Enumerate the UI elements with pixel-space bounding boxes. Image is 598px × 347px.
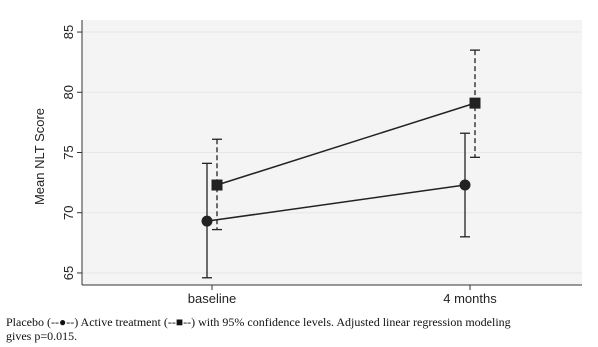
y-tick-label: 80 [61,85,76,99]
series-line [206,184,466,222]
series-layer [201,49,481,279]
y-tick-label: 65 [61,266,76,280]
caption-line-2: gives p=0.015. [6,329,78,343]
gridlines [82,31,582,274]
y-tick-label: 85 [61,25,76,39]
caption-line-1: Placebo (--●--) Active treatment (--■--)… [6,315,511,329]
y-tick-label: 70 [61,205,76,219]
data-point [459,179,471,191]
x-tick-label: baseline [188,291,236,306]
axes: 65 70 75 80 85 baseline 4 months [61,20,582,306]
x-tick-label: 4 months [443,291,497,306]
chart: 65 70 75 80 85 baseline 4 months Mean NLT Scor… [32,20,582,306]
data-point [201,215,213,227]
data-point [469,97,481,109]
data-point [211,179,223,191]
chart-svg: 65 70 75 80 85 baseline 4 months Mean NLT Scor… [32,20,582,306]
y-tick-label: 75 [61,145,76,159]
series-line [216,102,476,186]
figure-caption: Placebo (--●--) Active treatment (--■--)… [6,315,586,343]
y-axis-label: Mean NLT Score [32,108,47,205]
